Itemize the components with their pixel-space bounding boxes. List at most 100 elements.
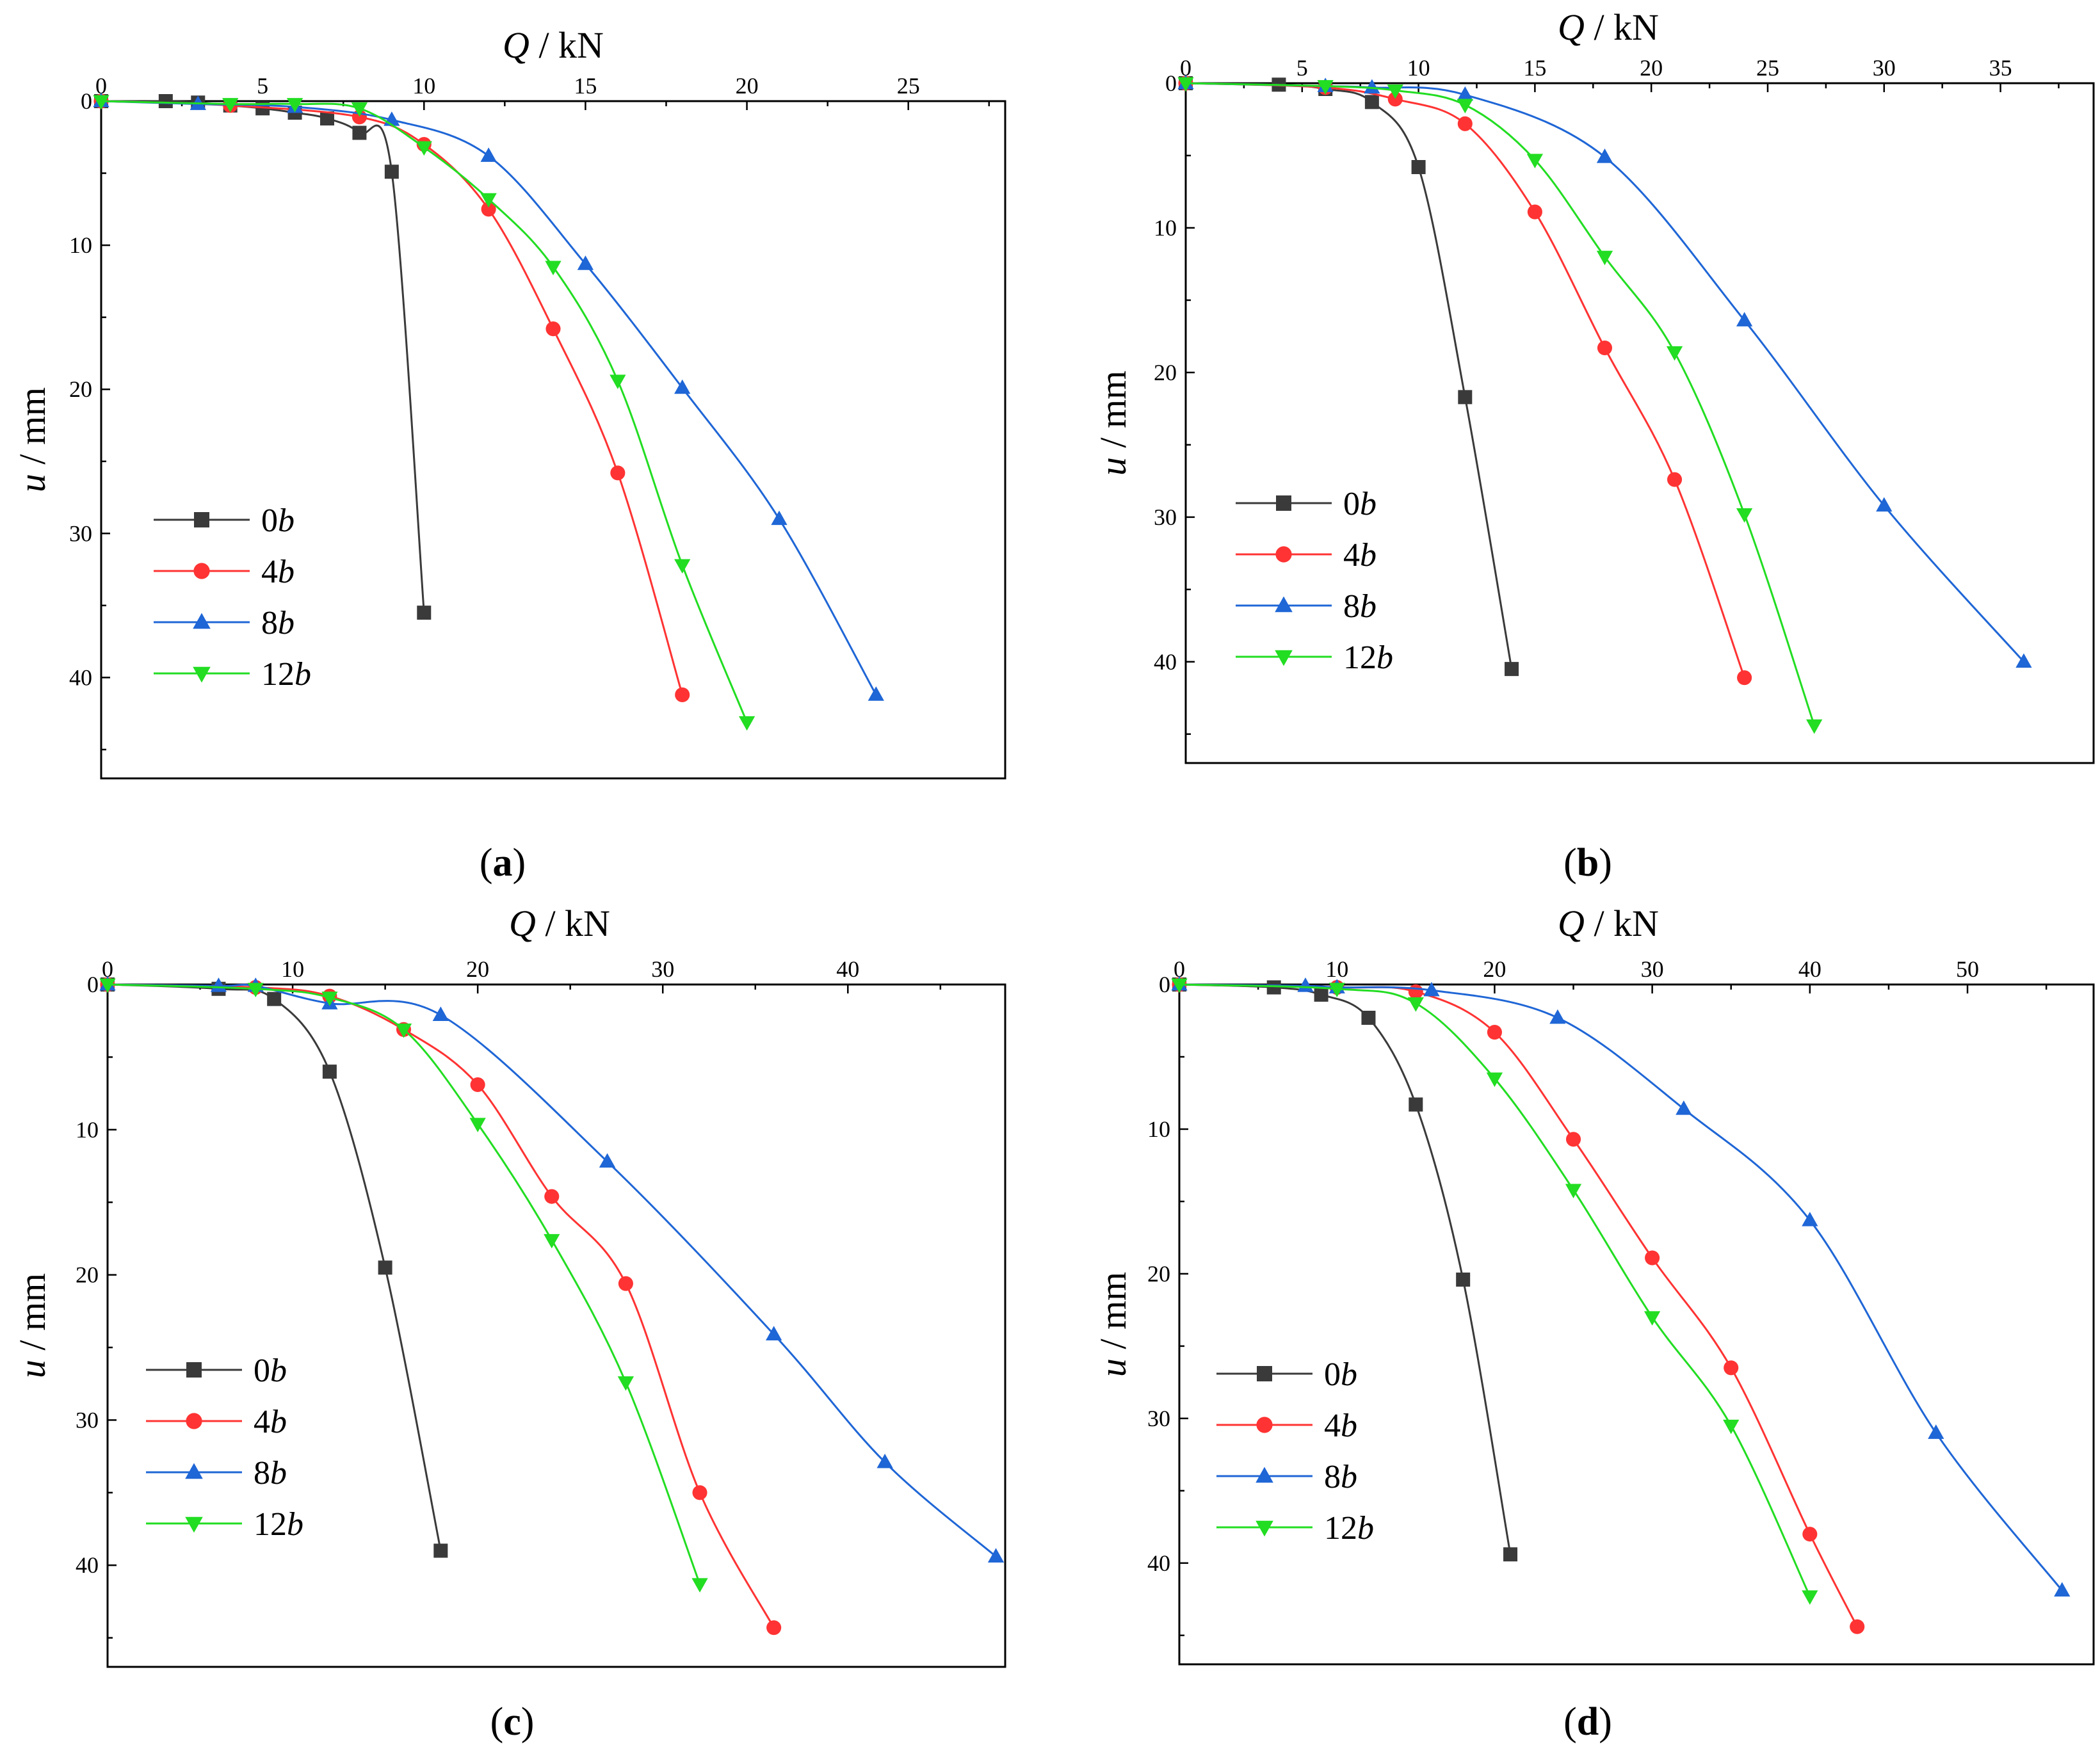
- series-12b: [1171, 978, 1818, 1605]
- x-tick-label: 25: [897, 73, 920, 99]
- y-tick-label: 0: [1165, 70, 1177, 96]
- data-point-8b: [1928, 1424, 1944, 1439]
- panel-c: 0 10 20 30 40 0 10 20 30 40 Q / kN u / mm 0b 4b 8b…: [12, 903, 1006, 1744]
- data-point-12b: [416, 141, 432, 156]
- data-point-8b: [1736, 312, 1753, 326]
- x-axis-title: Q / kN: [509, 903, 610, 944]
- y-axis-title: u / mm: [1092, 371, 1134, 476]
- data-point-12b: [1407, 997, 1424, 1012]
- x-tick-label: 15: [1523, 55, 1546, 81]
- legend-label: 4b: [254, 1404, 287, 1440]
- legend-marker: [194, 512, 209, 527]
- legend-item-8b: 8b: [146, 1455, 287, 1491]
- series-8b: [99, 976, 1005, 1563]
- data-point-4b: [544, 1189, 560, 1204]
- legend-marker: [1275, 650, 1293, 666]
- data-point-4b: [675, 687, 690, 702]
- y-tick-label: 30: [69, 520, 92, 546]
- data-point-8b: [1364, 79, 1380, 94]
- series-12b: [1177, 77, 1823, 734]
- legend-marker: [185, 1516, 203, 1533]
- legend-marker: [193, 613, 211, 629]
- y-tick-label: 40: [1147, 1550, 1170, 1576]
- y-tick-label: 10: [1154, 215, 1177, 241]
- data-point-12b: [395, 1023, 412, 1038]
- x-tick-label: 10: [412, 73, 435, 99]
- data-point-8b: [2054, 1582, 2071, 1597]
- series-layer: [99, 976, 1005, 1635]
- legend-item-8b: 8b: [1216, 1459, 1357, 1495]
- panel-b: 0 5 10 15 20 25 30 35 0 10 20 30 40 Q / kN u / mm 0…: [1092, 6, 2095, 885]
- data-point-12b: [1387, 84, 1403, 99]
- data-point-4b: [766, 1620, 782, 1635]
- x-ticks: 0 5 10 15 20 25: [95, 73, 990, 110]
- plot-frame: [100, 100, 1006, 780]
- panel-label: (c): [490, 1700, 535, 1744]
- x-tick-label: 20: [1483, 956, 1506, 982]
- legend-marker: [186, 1362, 202, 1378]
- data-point-8b: [1423, 981, 1440, 997]
- y-tick-label: 30: [1154, 504, 1177, 530]
- data-point-12b: [1329, 983, 1345, 997]
- data-point-4b: [1408, 984, 1423, 999]
- data-point-0b: [417, 606, 432, 620]
- data-point-4b: [1597, 340, 1613, 356]
- y-tick-label: 20: [1147, 1261, 1170, 1287]
- data-point-12b: [93, 95, 109, 110]
- data-point-0b: [1458, 390, 1473, 405]
- x-tick-label: 50: [1956, 956, 1979, 982]
- data-point-12b: [1317, 80, 1334, 95]
- legend-label: 12b: [1324, 1510, 1374, 1547]
- data-point-12b: [1806, 719, 1823, 734]
- series-line-4b: [107, 983, 775, 1628]
- legend-item-4b: 4b: [1216, 1408, 1357, 1444]
- legend-label: 8b: [1343, 588, 1377, 625]
- panel-label: (a): [480, 841, 526, 885]
- data-point-12b: [1486, 1072, 1503, 1088]
- data-point-12b: [1802, 1590, 1818, 1605]
- data-point-4b: [545, 321, 561, 337]
- panel-label: (d): [1563, 1700, 1612, 1744]
- data-point-12b: [544, 1234, 560, 1249]
- data-point-0b: [1314, 987, 1329, 1002]
- data-point-4b: [692, 1485, 707, 1500]
- data-point-0b: [322, 1065, 337, 1079]
- data-point-8b: [987, 1548, 1005, 1563]
- legend-marker: [1256, 1467, 1273, 1483]
- series-layer: [1177, 74, 2032, 734]
- legend: 0b 4b 8b 12b: [146, 1353, 303, 1543]
- data-point-0b: [352, 125, 367, 140]
- x-tick-label: 10: [1407, 55, 1430, 81]
- series-4b: [1178, 76, 1752, 686]
- y-tick-label: 0: [81, 88, 92, 114]
- data-point-8b: [868, 686, 884, 701]
- series-line-4b: [101, 100, 684, 695]
- y-axis-title: u / mm: [12, 387, 53, 492]
- x-tick-label: 30: [1641, 956, 1664, 982]
- x-tick-label: 35: [1989, 55, 2012, 81]
- series-line-12b: [101, 100, 748, 723]
- series-line-8b: [1179, 983, 2063, 1591]
- data-point-4b: [1724, 1360, 1739, 1376]
- data-point-4b: [1645, 1250, 1660, 1266]
- series-line-12b: [107, 983, 701, 1585]
- legend-label: 0b: [254, 1353, 287, 1389]
- data-point-8b: [577, 255, 594, 270]
- data-point-0b: [1409, 1097, 1423, 1112]
- series-line-4b: [1179, 983, 1859, 1627]
- legend-item-4b: 4b: [154, 554, 295, 590]
- series-4b: [1172, 977, 1865, 1634]
- data-point-12b: [351, 102, 368, 117]
- plot-frame: [1184, 82, 2095, 764]
- legend: 0b 4b 8b 12b: [1236, 486, 1393, 676]
- data-point-4b: [1565, 1132, 1581, 1147]
- x-axis-title: Q / kN: [1558, 903, 1659, 944]
- data-point-8b: [766, 1326, 782, 1340]
- series-12b: [93, 95, 755, 731]
- x-tick-label: 40: [1798, 956, 1821, 982]
- data-point-4b: [1487, 1025, 1502, 1040]
- series-line-8b: [1185, 82, 2025, 663]
- data-point-12b: [286, 98, 303, 113]
- data-point-0b: [1456, 1272, 1471, 1287]
- series-layer: [93, 92, 884, 731]
